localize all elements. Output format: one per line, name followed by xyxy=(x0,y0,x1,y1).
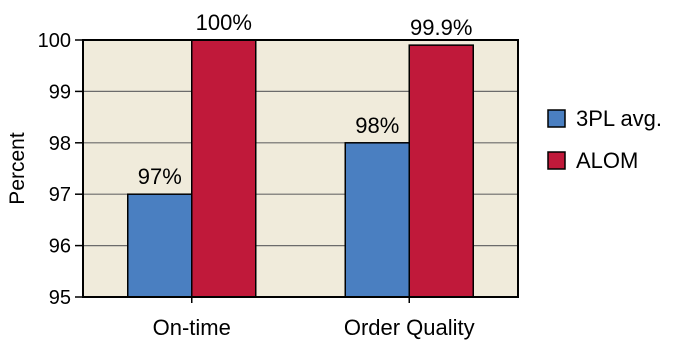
y-axis-ticks: 95 96 97 98 99 100 xyxy=(38,30,83,309)
data-label: 97% xyxy=(138,164,182,189)
bars xyxy=(127,39,474,298)
y-tick-label: 100 xyxy=(38,30,71,52)
x-category-label: On-time xyxy=(153,315,231,340)
y-tick-label: 99 xyxy=(49,81,71,103)
legend-label: ALOM xyxy=(576,148,638,173)
y-axis-title: Percent xyxy=(6,132,29,205)
y-tick-label: 95 xyxy=(49,287,71,309)
data-labels: 97% 100% 98% 99.9% xyxy=(138,10,473,189)
bar xyxy=(344,142,410,298)
legend-swatch xyxy=(547,109,566,128)
data-label: 98% xyxy=(355,113,399,138)
x-category-label: Order Quality xyxy=(344,315,475,340)
bar xyxy=(127,193,193,298)
y-tick-label: 96 xyxy=(49,236,71,258)
y-tick-label: 97 xyxy=(49,184,71,206)
legend-label: 3PL avg. xyxy=(576,106,662,131)
data-label: 99.9% xyxy=(410,15,472,40)
bar xyxy=(408,44,474,298)
legend: 3PL avg. ALOM xyxy=(547,106,662,173)
plot-border xyxy=(82,39,519,298)
data-label: 100% xyxy=(196,10,252,35)
y-tick-label: 98 xyxy=(49,133,71,155)
legend-swatch xyxy=(547,151,566,170)
bar xyxy=(191,39,257,298)
x-axis-labels: On-time Order Quality xyxy=(153,297,475,340)
